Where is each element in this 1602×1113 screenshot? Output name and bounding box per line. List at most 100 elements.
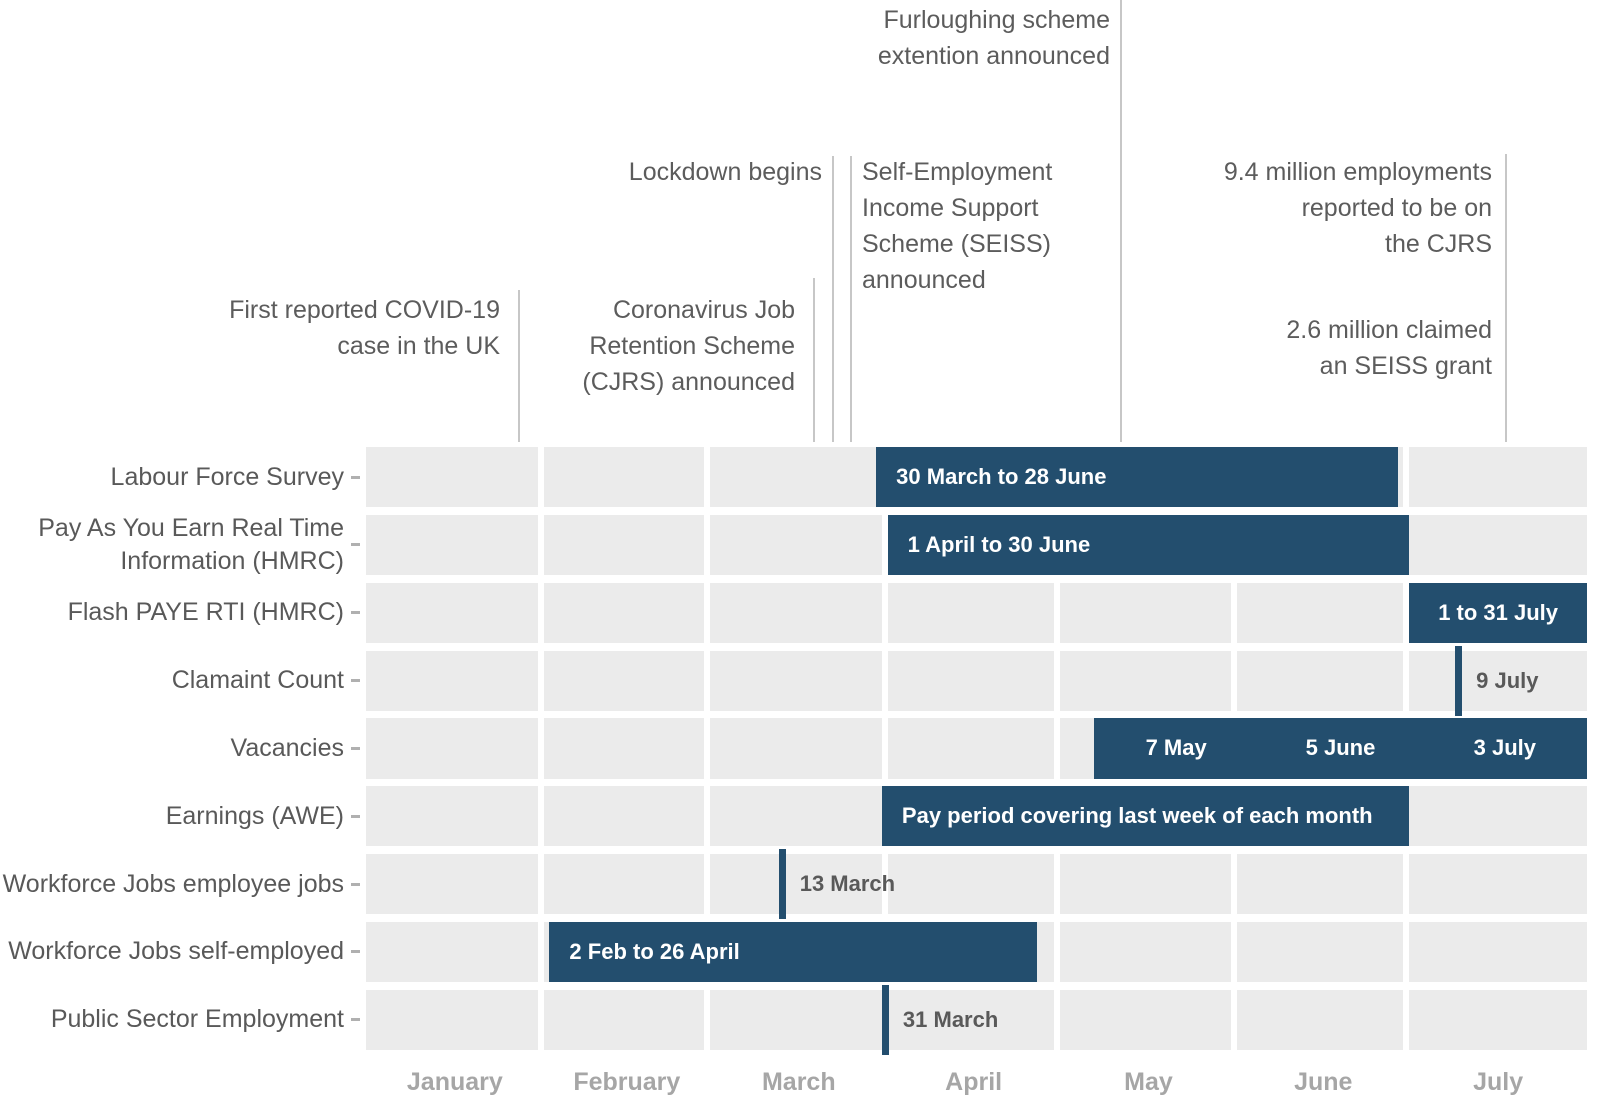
grid-cell (709, 582, 882, 643)
grid-cell (1409, 854, 1587, 915)
grid-cell (366, 582, 538, 643)
grid-cell (543, 514, 704, 576)
row-tick-dash (351, 543, 360, 547)
grid-cell (543, 582, 704, 643)
grid-cell (1409, 786, 1587, 847)
annotation-text-line: Income Support (862, 194, 1039, 222)
grid-cell (366, 718, 538, 779)
row-label-line: Workforce Jobs self-employed (8, 937, 344, 966)
row-label-vacancies: Vacancies (0, 718, 360, 778)
grid-cell (1059, 921, 1232, 983)
annotation-text-line: 2.6 million claimed (1286, 316, 1492, 344)
annotation-text-seiss-announced: Self-Employment Income Support Scheme (SEI… (862, 154, 1052, 298)
bar-date-label: 5 June (1305, 735, 1376, 761)
annotation-text-cjrs-employments: 9.4 million employments reported to be on… (1224, 154, 1492, 262)
timeline-bar-vacancies: 7 May 5 June 3 July (1094, 718, 1587, 779)
grid-cell (709, 447, 882, 508)
bar-date-label: 2 Feb to 26 April (569, 938, 740, 964)
grid-cell (1409, 989, 1587, 1050)
grid-cell (366, 650, 538, 711)
annotation-text-line: case in the UK (337, 332, 500, 360)
grid-cell (366, 786, 538, 847)
row-label-earnings-awe: Earnings (AWE) (0, 786, 360, 846)
grid-cell (709, 989, 882, 1050)
annotation-line-seiss-announced (850, 156, 852, 442)
event-date-label: 9 July (1476, 667, 1539, 693)
row-label-line: Information (HMRC) (120, 547, 344, 575)
grid-cell (1059, 989, 1232, 1050)
grid-cell (366, 514, 538, 576)
grid-cell (1409, 514, 1587, 576)
bar-date-label: 30 March to 28 June (896, 464, 1107, 490)
annotation-text-line: an SEISS grant (1319, 352, 1492, 380)
timeline-bar-earnings-awe: Pay period covering last week of each mo… (881, 786, 1410, 847)
grid-cell (709, 786, 882, 847)
row-label-line: Public Sector Employment (50, 1005, 344, 1034)
row-label-text: Workforce Jobs self-employed (8, 935, 344, 968)
grid-cell (366, 854, 538, 915)
event-date-label: 31 March (902, 1006, 999, 1032)
grid-cell (1409, 921, 1587, 983)
row-tick-dash (351, 1018, 360, 1022)
annotation-line-lockdown-begins (832, 156, 834, 442)
row-tick-dash (351, 950, 360, 954)
bar-date-label: 1 to 31 July (1438, 599, 1559, 625)
annotation-line-furlough-extension (1120, 0, 1122, 442)
annotation-text-line: First reported COVID-19 (229, 296, 500, 324)
grid-cell (366, 447, 538, 508)
grid-cell (887, 718, 1054, 779)
row-tick-dash (351, 475, 360, 479)
grid-cell (366, 989, 538, 1050)
annotation-line-cjrs-employments (1505, 154, 1507, 442)
row-tick-dash (351, 882, 360, 886)
row-label-text: Vacancies (231, 732, 345, 765)
row-tick-dash (351, 679, 360, 683)
bar-date-label: 7 May (1145, 735, 1207, 761)
row-label-line: Vacancies (230, 733, 345, 762)
month-label-february: February (573, 1068, 681, 1096)
event-date-label: 13 March (799, 871, 896, 897)
grid-cell (709, 854, 882, 915)
row-label-text: Public Sector Employment (51, 1003, 344, 1036)
row-label-line: Flash PAYE RTI (HMRC) (67, 598, 344, 627)
grid-cell (543, 650, 704, 711)
row-label-text: Pay As You Earn Real Time Information (HM… (38, 512, 344, 579)
bar-date-label: Pay period covering last week of each mo… (901, 803, 1373, 829)
annotation-text-seiss-claims: 2.6 million claimed an SEISS grant (1286, 312, 1492, 384)
row-label-public-sector-employment: Public Sector Employment (0, 990, 360, 1050)
row-label-text: Earnings (AWE) (166, 800, 344, 833)
annotation-line-cjrs-announced (813, 278, 815, 442)
row-label-workforce-jobs-employee: Workforce Jobs employee jobs (0, 854, 360, 914)
annotation-text-line: Self-Employment (862, 158, 1053, 186)
grid-cell (1059, 854, 1232, 915)
annotation-text-line: Scheme (SEISS) (862, 230, 1051, 258)
month-label-june: June (1294, 1068, 1353, 1096)
row-label-workforce-jobs-self-employed: Workforce Jobs self-employed (0, 922, 360, 982)
timeline-bar-paye-rti: 1 April to 30 June (887, 514, 1410, 576)
annotation-text-line: (CJRS) announced (582, 368, 795, 396)
annotation-text-line: Furloughing scheme (883, 6, 1110, 34)
bar-date-label: 1 April to 30 June (907, 531, 1091, 557)
row-label-line: Workforce Jobs employee jobs (2, 869, 344, 898)
row-label-line: Labour Force Survey (110, 462, 344, 491)
annotation-text-line: Coronavirus Job (612, 296, 795, 324)
row-tick-dash (351, 814, 360, 818)
month-label-may: May (1124, 1068, 1173, 1096)
row-label-line: Pay As You Earn Real Time (38, 513, 344, 542)
row-label-text: Flash PAYE RTI (HMRC) (68, 596, 344, 629)
grid-cell (1237, 650, 1404, 711)
month-label-march: March (761, 1068, 836, 1096)
annotation-text-line: Retention Scheme (589, 332, 795, 360)
annotation-text-line: reported to be on (1301, 194, 1492, 222)
row-label-text: Clamaint Count (172, 664, 344, 697)
grid-cell (543, 447, 704, 508)
row-label-text: Workforce Jobs employee jobs (3, 868, 344, 901)
event-tick-workforce-jobs-employee (778, 849, 786, 920)
grid-cell (1237, 854, 1404, 915)
event-tick-public-sector-employment (881, 984, 889, 1055)
grid-cell (887, 582, 1054, 643)
annotation-text-line: the CJRS (1385, 230, 1492, 258)
grid-cell (887, 854, 1054, 915)
row-tick-dash (351, 611, 360, 615)
